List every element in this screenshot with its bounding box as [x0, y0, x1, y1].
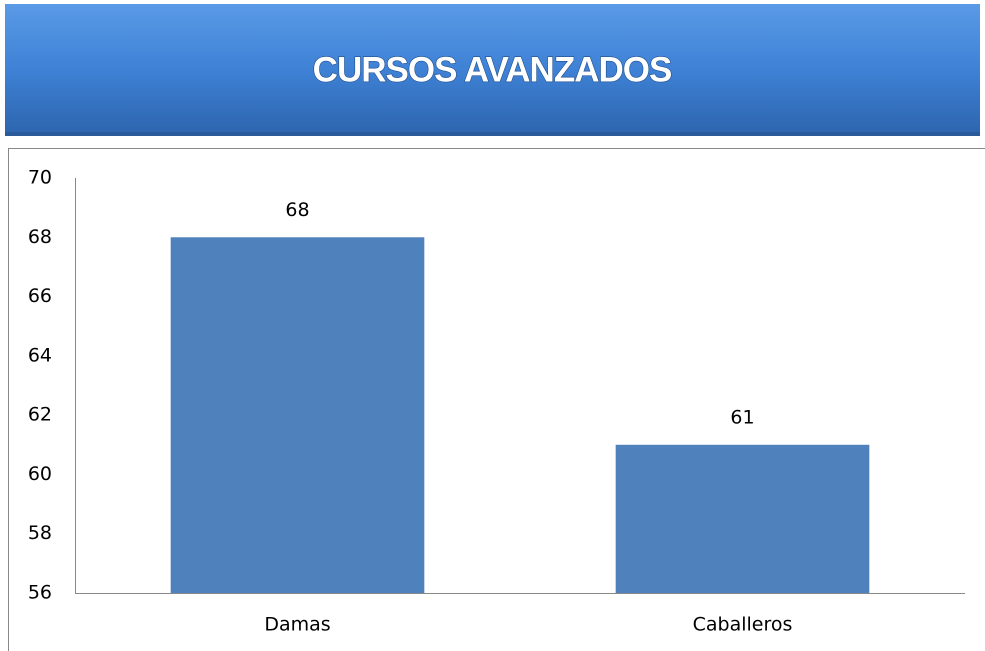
y-tick-label: 60 [28, 463, 52, 485]
data-label: 68 [285, 199, 309, 221]
y-tick-label: 58 [28, 522, 52, 544]
y-tick-label: 64 [28, 344, 52, 366]
bar [615, 444, 870, 593]
bar [170, 237, 425, 594]
x-tick-label: Caballeros [693, 614, 793, 636]
y-tick-label: 62 [28, 404, 52, 426]
banner [5, 4, 980, 132]
chart-title: CURSOS AVANZADOS [313, 50, 672, 89]
y-tick-label: 70 [28, 167, 52, 189]
data-label: 61 [730, 406, 754, 428]
y-tick-label: 66 [28, 285, 52, 307]
y-tick-label: 68 [28, 226, 52, 248]
y-tick-label: 56 [28, 582, 52, 604]
x-tick-label: Damas [264, 614, 330, 636]
